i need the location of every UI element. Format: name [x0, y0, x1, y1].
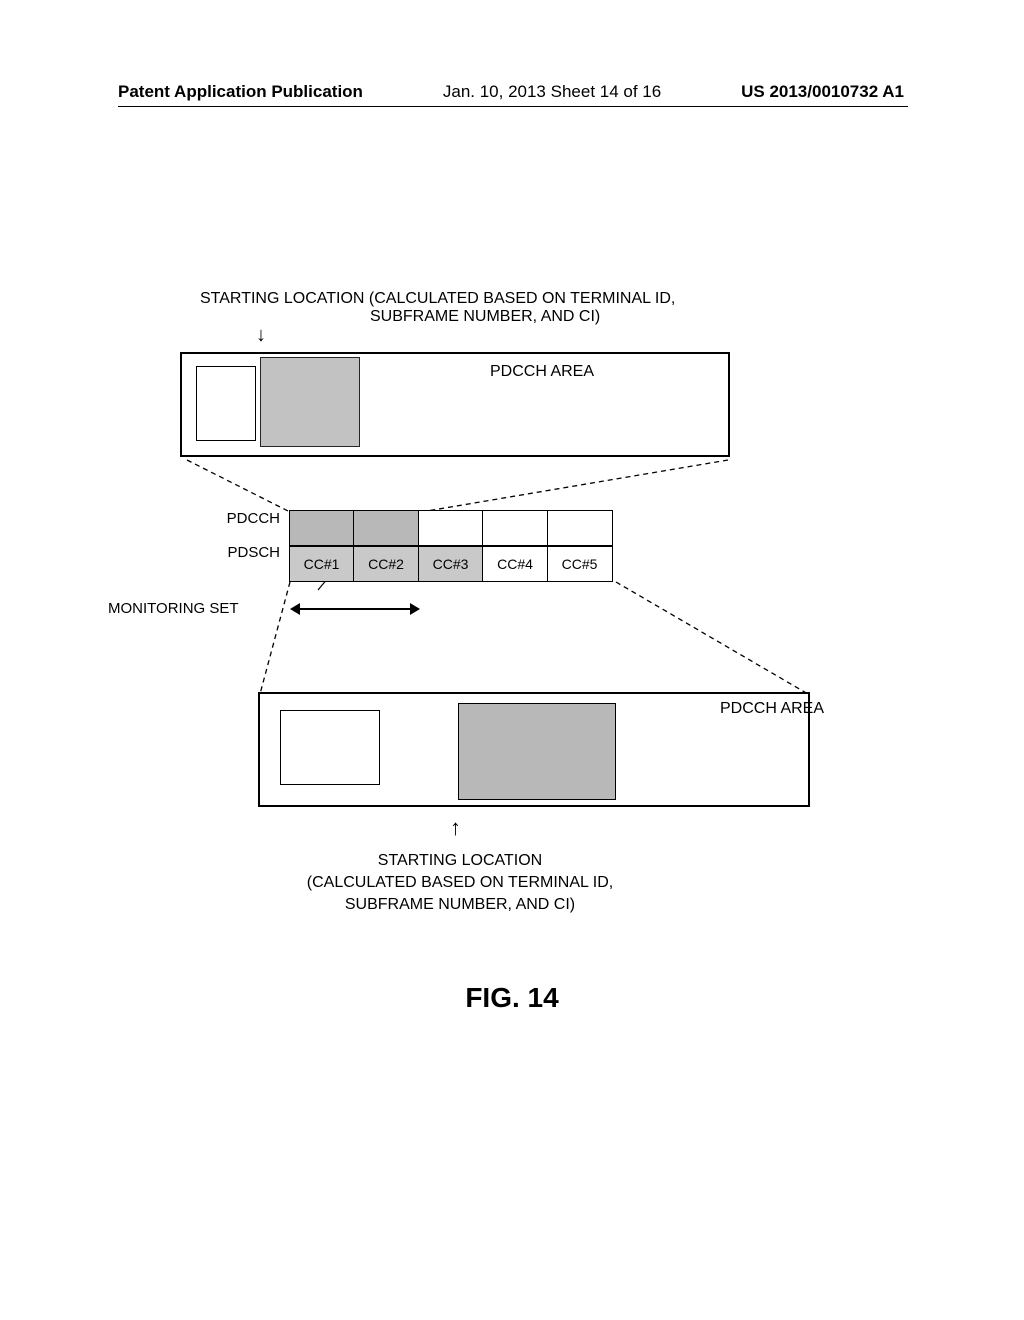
caption-line: STARTING LOCATION: [285, 850, 635, 872]
pdcch-cell: [482, 510, 548, 546]
down-arrow-icon: ↓: [256, 330, 266, 340]
caption-line: SUBFRAME NUMBER, AND CI): [370, 308, 675, 326]
pdcch-cell: [289, 510, 355, 546]
pdsch-row: CC#1 CC#2 CC#3 CC#4 CC#5: [290, 546, 613, 582]
monitoring-set-label: MONITORING SET: [108, 600, 239, 617]
arrow-right-icon: [410, 603, 420, 615]
pdcch-row: [290, 510, 613, 546]
header-center: Jan. 10, 2013 Sheet 14 of 16: [443, 82, 661, 102]
bottom-starting-location-caption: STARTING LOCATION (CALCULATED BASED ON T…: [285, 850, 635, 916]
monitoring-set-range-arrow: [290, 600, 420, 618]
pdcch-row-label: PDCCH: [210, 510, 280, 544]
pdcch-cell: [547, 510, 613, 546]
arrow-left-icon: [290, 603, 300, 615]
cc-cell: CC#3: [418, 546, 484, 582]
bottom-search-space-gray: [458, 703, 616, 800]
row-labels: PDCCH PDSCH: [210, 510, 280, 578]
header-left: Patent Application Publication: [118, 82, 363, 102]
figure-label: FIG. 14: [0, 982, 1024, 1014]
pdcch-cell: [353, 510, 419, 546]
caption-line: STARTING LOCATION (CALCULATED BASED ON T…: [200, 290, 675, 308]
carrier-table: CC#1 CC#2 CC#3 CC#4 CC#5: [290, 510, 613, 582]
header-rule: [118, 106, 908, 107]
pdcch-area-label: PDCCH AREA: [490, 363, 594, 381]
up-arrow-icon: ↑: [450, 815, 461, 841]
pdcch-area-label: PDCCH AREA: [720, 700, 824, 718]
pdsch-row-label: PDSCH: [210, 544, 280, 578]
pdcch-cell: [418, 510, 484, 546]
cc-cell: CC#4: [482, 546, 548, 582]
header-right: US 2013/0010732 A1: [741, 82, 904, 102]
top-starting-location-caption: STARTING LOCATION (CALCULATED BASED ON T…: [200, 290, 675, 326]
cc-cell: CC#1: [289, 546, 355, 582]
dashed-connector-lines: [0, 0, 1024, 1320]
top-search-space-gray: [260, 357, 360, 447]
page-header: Patent Application Publication Jan. 10, …: [0, 82, 1024, 102]
top-search-space-white: [196, 366, 256, 441]
caption-line: SUBFRAME NUMBER, AND CI): [285, 894, 635, 916]
cc-cell: CC#5: [547, 546, 613, 582]
bottom-search-space-white: [280, 710, 380, 785]
caption-line: (CALCULATED BASED ON TERMINAL ID,: [285, 872, 635, 894]
cc-cell: CC#2: [353, 546, 419, 582]
